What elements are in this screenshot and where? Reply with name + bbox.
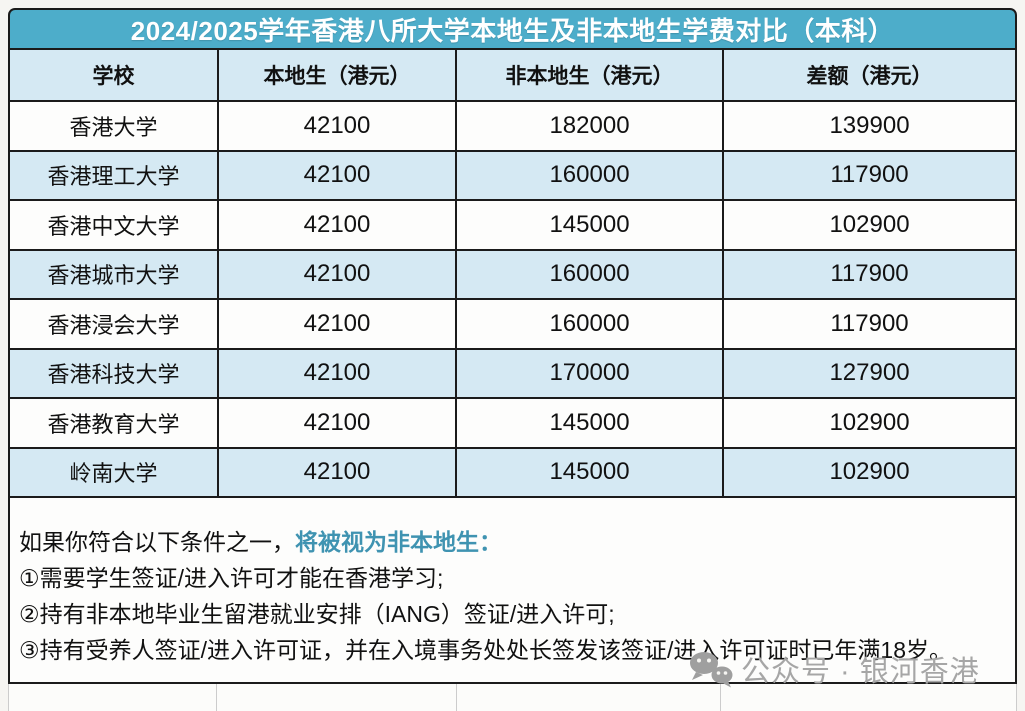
local-fee-cell: 42100: [217, 151, 455, 199]
column-header-diff: 差额（港元）: [722, 50, 1015, 100]
school-cell: 香港大学: [69, 114, 158, 140]
local-fee-cell: 42100: [217, 201, 455, 249]
nonlocal-fee-cell: 160000: [455, 151, 722, 199]
local-fee-cell: 42100: [217, 250, 455, 298]
table-header-row: 学校 本地生（港元） 非本地生（港元） 差额（港元）: [10, 50, 1015, 100]
table-row: 香港教育大学 42100 145000 102900: [10, 397, 1015, 447]
notes-intro-line: 如果你符合以下条件之一，将被视为非本地生：: [19, 524, 1005, 560]
wechat-icon: [690, 652, 733, 688]
local-fee-cell: 42100: [217, 349, 455, 397]
notes-item-3: ③持有受养人签证/进入许可证，并在入境事务处处长签发该签证/进入许可证时已年满1…: [19, 637, 952, 663]
fee-table: 学校 本地生（港元） 非本地生（港元） 差额（港元） 香港大学 42100 18…: [8, 48, 1017, 498]
school-cell: 香港教育大学: [47, 411, 180, 437]
cutoff-empty-row: [8, 684, 1017, 711]
local-fee-cell: 42100: [217, 102, 455, 150]
nonlocal-fee-cell: 160000: [455, 300, 722, 348]
nonlocal-fee-cell: 145000: [455, 201, 722, 249]
notes-item-1: ①需要学生签证/进入许可才能在香港学习;: [19, 565, 444, 591]
attribution-text: 公众号 · 银河香港: [741, 656, 980, 688]
notes-intro-text: 如果你符合以下条件之一，: [19, 529, 295, 555]
table-row: 香港城市大学 42100 160000 117900: [10, 248, 1015, 298]
fee-diff-cell: 117900: [722, 151, 1015, 199]
table-row: 香港中文大学 42100 145000 102900: [10, 199, 1015, 249]
fee-diff-cell: 102900: [722, 448, 1015, 496]
fee-diff-cell: 139900: [722, 102, 1015, 150]
school-cell: 香港浸会大学: [47, 312, 180, 338]
fee-diff-cell: 102900: [722, 399, 1015, 447]
page-title: 2024/2025学年香港八所大学本地生及非本地生学费对比（本科）: [8, 8, 1017, 48]
column-header-local: 本地生（港元）: [217, 50, 455, 100]
local-fee-cell: 42100: [217, 448, 455, 496]
nonlocal-fee-cell: 160000: [455, 250, 722, 298]
school-cell: 岭南大学: [69, 461, 158, 487]
school-cell: 香港理工大学: [47, 164, 180, 190]
wechat-attribution: 公众号 · 银河香港: [688, 648, 980, 690]
school-cell: 香港城市大学: [47, 263, 180, 289]
notes-highlight-text: 将被视为非本地生：: [295, 529, 502, 555]
nonlocal-fee-cell: 170000: [455, 349, 722, 397]
table-row: 香港理工大学 42100 160000 117900: [10, 149, 1015, 199]
column-header-nonlocal: 非本地生（港元）: [455, 50, 722, 100]
table-row: 岭南大学 42100 145000 102900: [10, 446, 1015, 496]
table-row: 香港大学 42100 182000 139900: [10, 100, 1015, 150]
nonlocal-fee-cell: 182000: [455, 102, 722, 150]
table-row: 香港科技大学 42100 170000 127900: [10, 347, 1015, 397]
table-row: 香港浸会大学 42100 160000 117900: [10, 298, 1015, 348]
notes-item-2: ②持有非本地毕业生留港就业安排（IANG）签证/进入许可;: [19, 601, 615, 627]
local-fee-cell: 42100: [217, 399, 455, 447]
fee-diff-cell: 117900: [722, 300, 1015, 348]
school-cell: 香港科技大学: [47, 362, 180, 388]
fee-diff-cell: 117900: [722, 250, 1015, 298]
nonlocal-fee-cell: 145000: [455, 399, 722, 447]
local-fee-cell: 42100: [217, 300, 455, 348]
fee-diff-cell: 102900: [722, 201, 1015, 249]
column-header-school: 学校: [92, 65, 135, 88]
fee-comparison-sheet: 2024/2025学年香港八所大学本地生及非本地生学费对比（本科） 学校 本地生…: [8, 8, 1017, 711]
nonlocal-fee-cell: 145000: [455, 448, 722, 496]
non-local-definition-notes: 如果你符合以下条件之一，将被视为非本地生： ①需要学生签证/进入许可才能在香港学…: [8, 496, 1017, 684]
school-cell: 香港中文大学: [47, 213, 180, 239]
fee-diff-cell: 127900: [722, 349, 1015, 397]
